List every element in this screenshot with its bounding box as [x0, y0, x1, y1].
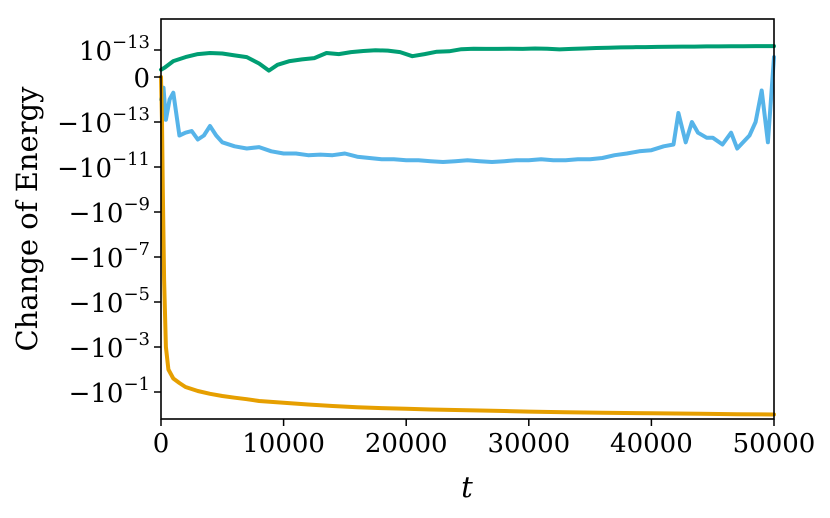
y-tick-label: 0	[133, 64, 150, 94]
x-tick-label: 0	[153, 429, 170, 459]
plot-frame	[160, 18, 775, 420]
x-tick-label: 50000	[733, 429, 816, 459]
series-line-2	[159, 55, 776, 164]
series-line-1	[159, 44, 776, 73]
x-tick-label: 20000	[365, 429, 448, 459]
ticks-layer: 0 10000 20000 30000 40000 5000010−130−10−13−1…	[57, 32, 815, 459]
series-line-3	[159, 75, 776, 417]
y-tick-label: −10−13	[57, 104, 150, 139]
y-axis-title: Change of Energy	[10, 86, 44, 352]
y-tick-label: −10−5	[69, 284, 150, 319]
y-tick-label: −10−9	[69, 194, 150, 229]
x-tick-label: 30000	[487, 429, 570, 459]
x-tick-label: 10000	[242, 429, 325, 459]
y-tick-label: −10−3	[69, 329, 150, 364]
y-tick-label: −10−7	[69, 239, 150, 274]
y-tick-label: −10−1	[69, 374, 150, 409]
y-tick-label: −10−11	[57, 149, 150, 184]
y-tick-label: 10−13	[79, 32, 150, 67]
x-axis-title: t	[461, 470, 473, 504]
series-layer	[159, 44, 776, 417]
x-tick-label: 40000	[610, 429, 693, 459]
